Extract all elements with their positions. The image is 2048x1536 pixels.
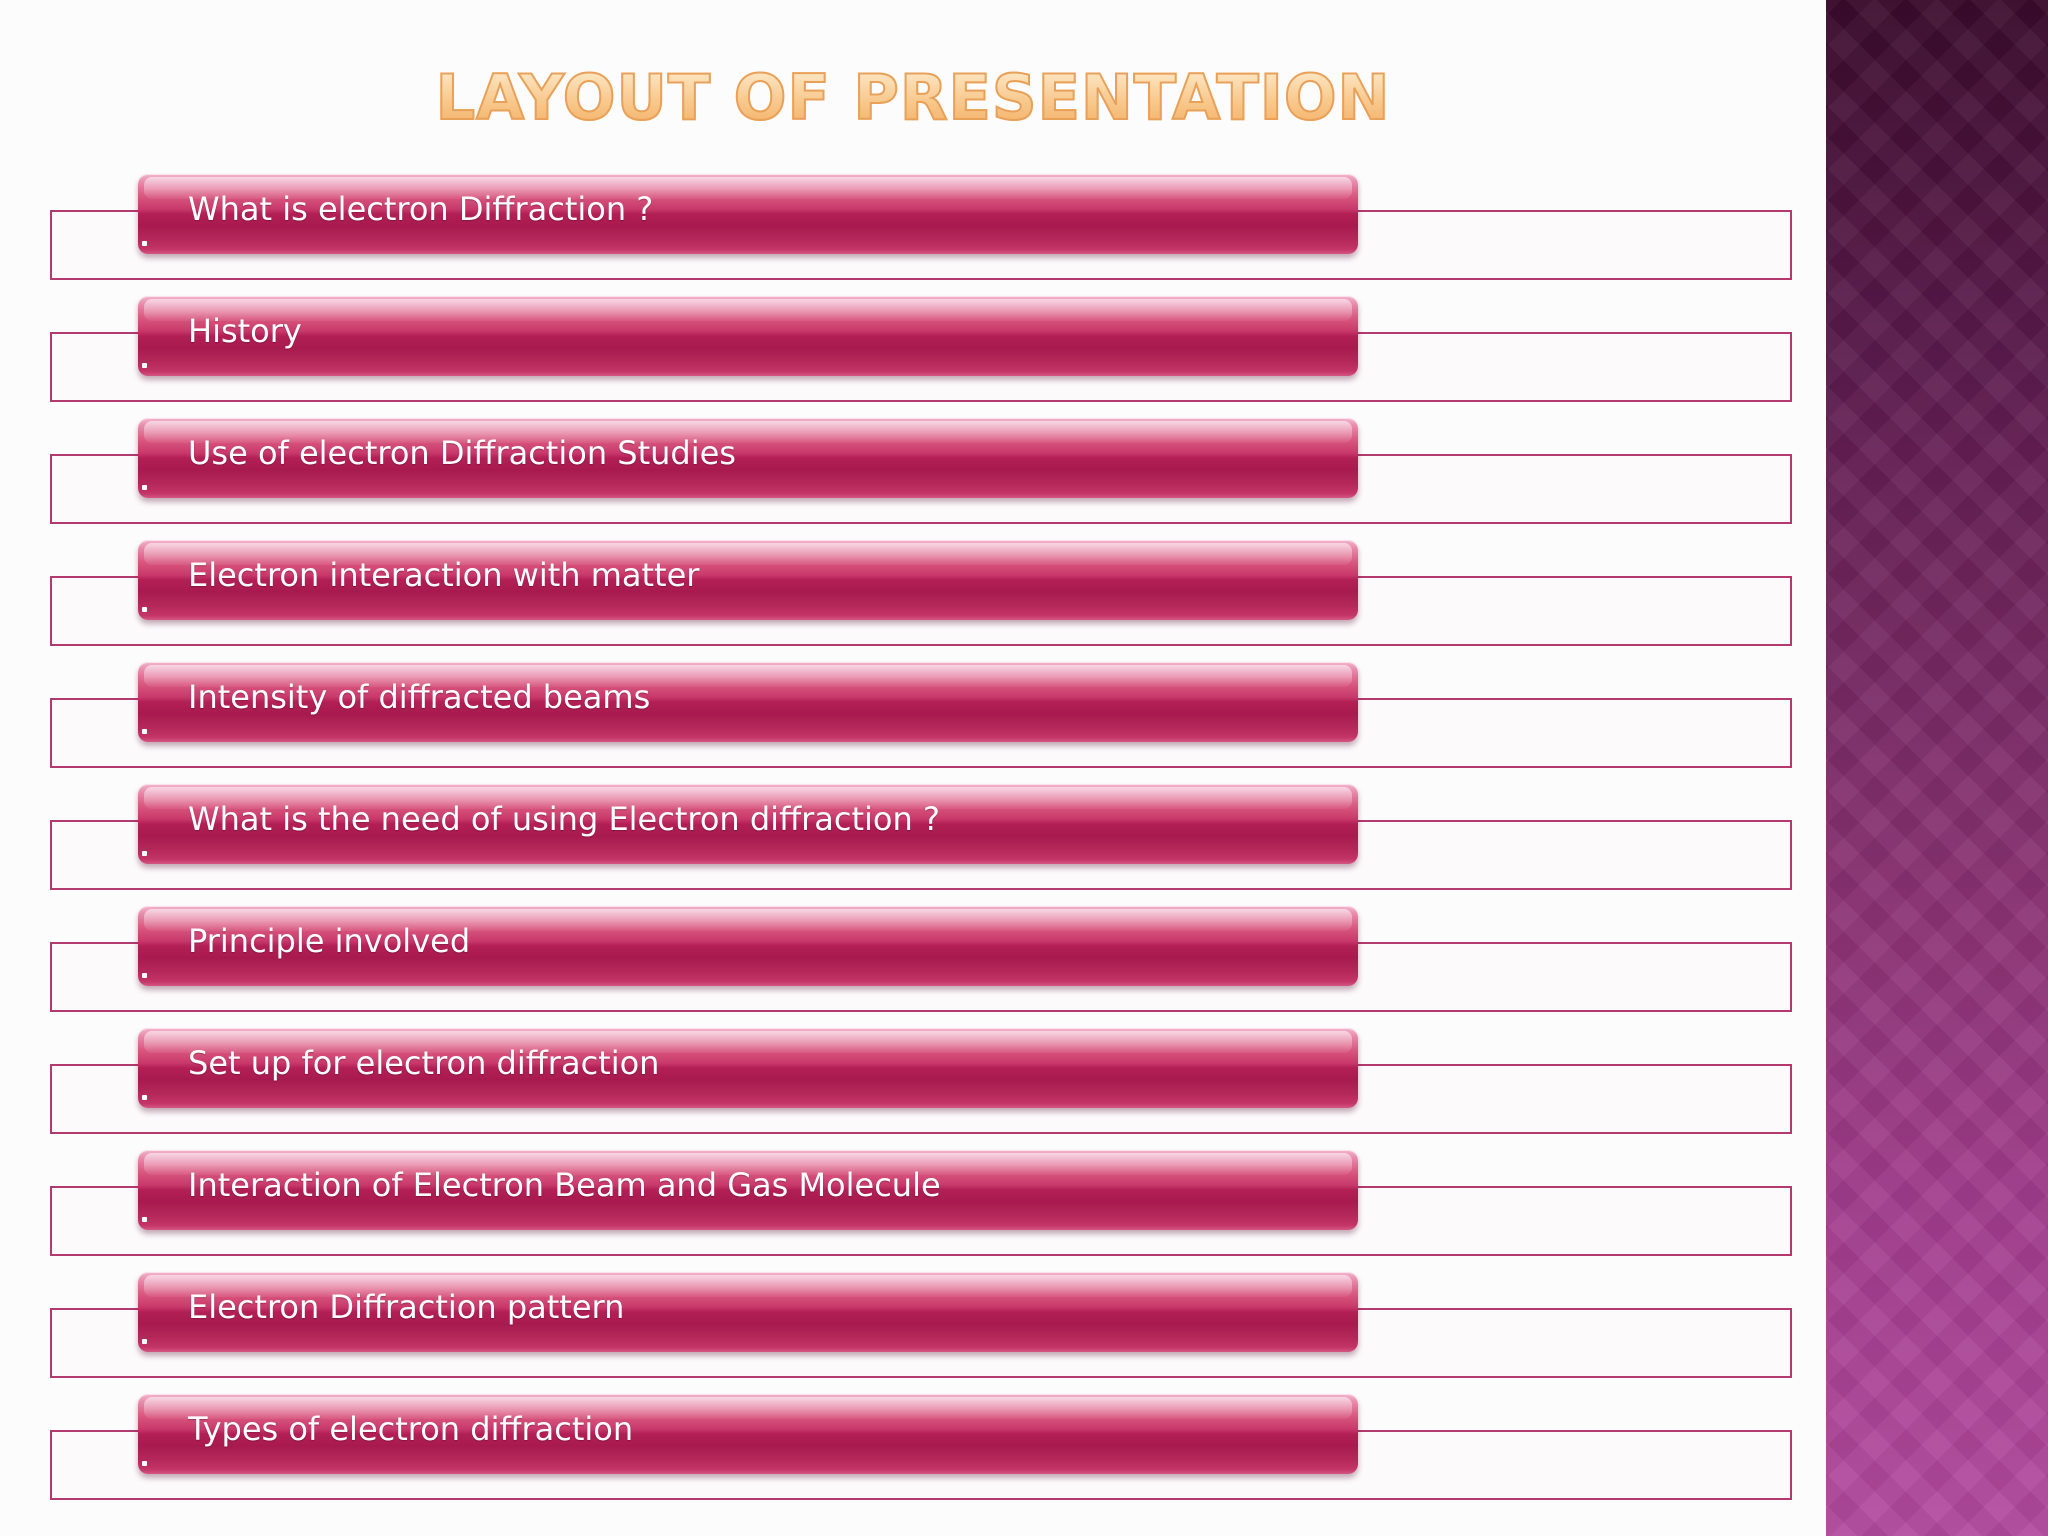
agenda-item: Electron interaction with matter [0,540,1826,650]
agenda-item-label: What is the need of using Electron diffr… [188,800,940,838]
agenda-item-label: Set up for electron diffraction [188,1044,660,1082]
agenda-item-label: What is electron Diffraction ? [188,190,654,228]
decorative-side-panel [1826,0,2048,1536]
agenda-item-bar: History [138,296,1358,376]
agenda-item: What is electron Diffraction ? [0,174,1826,284]
bar-notch [142,729,147,734]
slide-title: LAYOUT OF PRESENTATION [0,58,1826,138]
agenda-item-label: Electron interaction with matter [188,556,700,594]
agenda-item-bar: Set up for electron diffraction [138,1028,1358,1108]
agenda-item: Types of electron diffraction [0,1394,1826,1504]
bar-notch [142,1339,147,1344]
agenda-item: Principle involved [0,906,1826,1016]
agenda-item-bar: Principle involved [138,906,1358,986]
bar-notch [142,1095,147,1100]
agenda-item-label: Interaction of Electron Beam and Gas Mol… [188,1166,941,1204]
agenda-item-label: Electron Diffraction pattern [188,1288,625,1326]
agenda-item: Interaction of Electron Beam and Gas Mol… [0,1150,1826,1260]
agenda-item: Electron Diffraction pattern [0,1272,1826,1382]
agenda-list: What is electron Diffraction ? History U… [0,174,1826,1504]
bar-notch [142,485,147,490]
agenda-item-bar: Use of electron Diffraction Studies [138,418,1358,498]
agenda-item-bar: Intensity of diffracted beams [138,662,1358,742]
agenda-item: Intensity of diffracted beams [0,662,1826,772]
agenda-item-bar: Electron Diffraction pattern [138,1272,1358,1352]
agenda-item-bar: What is electron Diffraction ? [138,174,1358,254]
agenda-item: Use of electron Diffraction Studies [0,418,1826,528]
agenda-item-bar: What is the need of using Electron diffr… [138,784,1358,864]
bar-notch [142,607,147,612]
agenda-item-label: Use of electron Diffraction Studies [188,434,736,472]
agenda-item: What is the need of using Electron diffr… [0,784,1826,894]
agenda-item-bar: Electron interaction with matter [138,540,1358,620]
agenda-item-label: Principle involved [188,922,471,960]
bar-notch [142,1217,147,1222]
bar-notch [142,973,147,978]
agenda-item-bar: Interaction of Electron Beam and Gas Mol… [138,1150,1358,1230]
agenda-item-label: History [188,312,302,350]
bar-notch [142,1461,147,1466]
agenda-item: Set up for electron diffraction [0,1028,1826,1138]
bar-notch [142,363,147,368]
bar-notch [142,851,147,856]
agenda-item-label: Intensity of diffracted beams [188,678,651,716]
agenda-item-label: Types of electron diffraction [188,1410,634,1448]
agenda-item: History [0,296,1826,406]
bar-notch [142,241,147,246]
agenda-item-bar: Types of electron diffraction [138,1394,1358,1474]
side-panel-texture [1826,0,2048,1536]
